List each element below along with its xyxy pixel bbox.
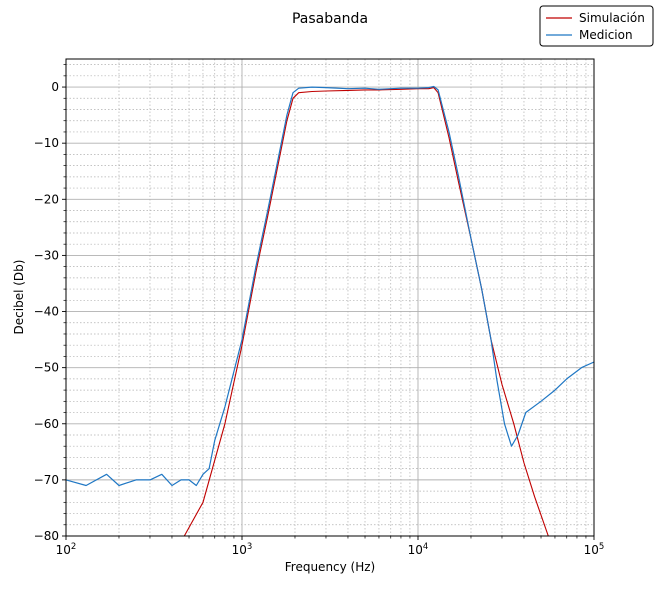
y-tick-label: 0 <box>51 80 59 94</box>
y-tick-label: −80 <box>34 529 59 543</box>
legend-box <box>539 5 654 47</box>
grid <box>65 59 594 537</box>
x-tick-exponent: 5 <box>599 542 604 552</box>
series-line-2 <box>66 85 594 487</box>
x-tick-exponent: 4 <box>423 542 428 552</box>
series-line-1 <box>183 87 549 536</box>
legend: Simulación Medicion <box>539 5 654 47</box>
y-axis-label: Decibel (Db) <box>12 260 26 335</box>
y-tick-label: −30 <box>34 248 59 262</box>
x-tick-exponent: 3 <box>247 542 252 552</box>
chart-title: Pasabanda <box>292 11 368 27</box>
series-layer <box>66 85 594 536</box>
ticks: 102 103 104 105 0 −10 −20 −30 −40 −50 −60 −70 −80 <box>34 64 605 557</box>
legend-label-1: Simulación <box>579 11 645 25</box>
x-tick-label: 102 <box>56 542 77 557</box>
y-tick-label: −10 <box>34 136 59 150</box>
x-axis-label: Frequency (Hz) <box>285 560 376 574</box>
y-tick-label: −60 <box>34 417 59 431</box>
y-tick-label: −20 <box>34 192 59 206</box>
x-tick-exponent: 2 <box>71 542 76 552</box>
x-tick-label: 103 <box>232 542 253 557</box>
x-tick-label: 105 <box>584 542 605 557</box>
y-tick-label: −40 <box>34 305 59 319</box>
y-tick-label: −70 <box>34 473 59 487</box>
legend-label-2: Medicion <box>579 28 633 42</box>
plot-frame <box>65 58 595 537</box>
x-tick-label: 104 <box>408 542 429 557</box>
y-tick-label: −50 <box>34 361 59 375</box>
